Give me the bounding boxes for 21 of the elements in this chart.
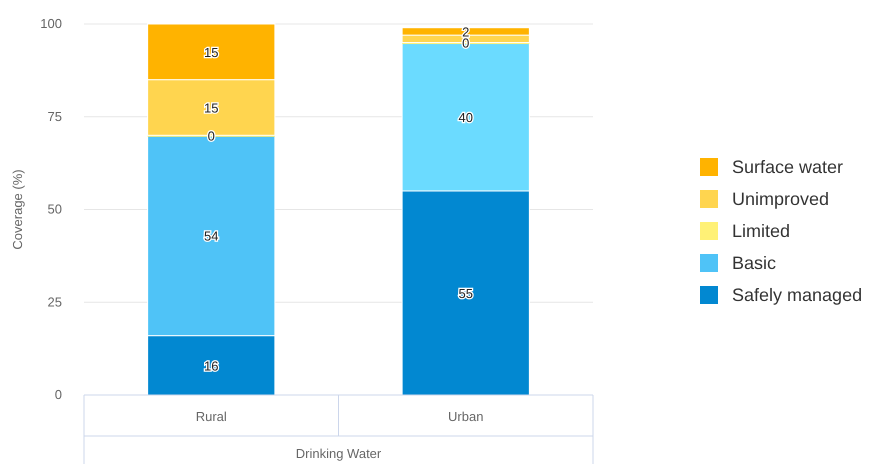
x-axis-title: Drinking Water bbox=[296, 446, 382, 461]
y-tick-label: 0 bbox=[54, 387, 62, 402]
data-label: 40 bbox=[458, 110, 473, 125]
data-label: 0 bbox=[462, 36, 470, 51]
data-label: 16 bbox=[204, 358, 218, 374]
legend-label: Surface water bbox=[732, 157, 844, 177]
y-tick-label: 25 bbox=[48, 294, 62, 310]
data-label: 15 bbox=[204, 44, 218, 60]
x-tick-label: Urban bbox=[448, 409, 484, 424]
data-label: 55 bbox=[458, 286, 473, 301]
y-tick-label: 75 bbox=[48, 108, 62, 124]
data-label: 54 bbox=[204, 228, 218, 244]
y-axis-title: Coverage (%) bbox=[10, 169, 25, 250]
data-label: 15 bbox=[204, 100, 218, 116]
legend-label: Unimproved bbox=[732, 189, 830, 209]
y-tick-label: 50 bbox=[48, 202, 62, 216]
legend-label: Basic bbox=[732, 253, 776, 273]
x-tick-label: Rural bbox=[196, 409, 227, 424]
legend-label: Safely managed bbox=[732, 285, 862, 305]
legend-label: Limited bbox=[732, 221, 790, 241]
y-tick-label: 100 bbox=[40, 16, 62, 31]
